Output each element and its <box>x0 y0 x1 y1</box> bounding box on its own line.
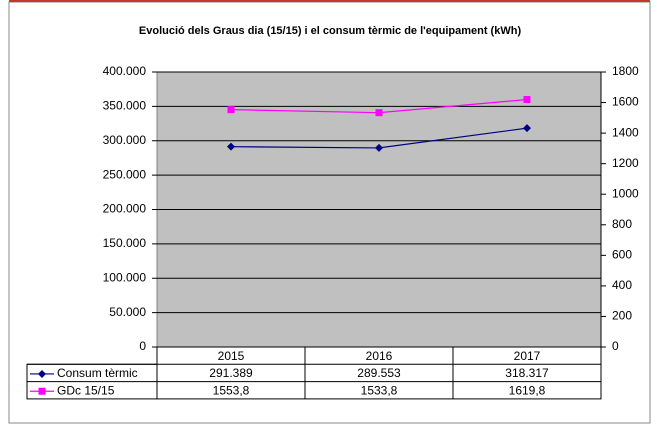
point <box>375 109 383 117</box>
y2-tick-label: 1600 <box>612 95 639 109</box>
legend-marker <box>38 369 46 378</box>
y-tick-label: 50.000 <box>109 305 146 319</box>
y2-tick-label: 1000 <box>612 186 639 200</box>
data-label: 1553,8 <box>213 383 250 397</box>
y2-tick-label: 600 <box>612 248 632 262</box>
legend-marker <box>38 387 46 395</box>
data-label: 318.317 <box>505 366 549 380</box>
y-tick-label: 400.000 <box>103 64 147 78</box>
y-tick-label: 350.000 <box>103 99 147 113</box>
point <box>523 124 531 133</box>
y2-tick-label: 0 <box>612 339 619 353</box>
point <box>375 143 383 152</box>
y2-tick-label: 400 <box>612 278 632 292</box>
y-tick-label: 150.000 <box>103 236 147 250</box>
y-tick-label: 0 <box>139 339 146 353</box>
y-tick-label: 250.000 <box>103 167 147 181</box>
legend-label: GDc 15/15 <box>57 383 115 397</box>
y-tick-label: 200.000 <box>103 202 147 216</box>
x-tick-label: 2017 <box>514 349 541 363</box>
y-tick-label: 100.000 <box>103 270 147 284</box>
y-tick-label: 300.000 <box>103 133 147 147</box>
point <box>227 142 235 151</box>
y2-tick-label: 200 <box>612 309 632 323</box>
x-tick-label: 2016 <box>366 349 393 363</box>
data-label: 291.389 <box>209 366 253 380</box>
data-label: 1533,8 <box>361 383 398 397</box>
point <box>227 106 235 114</box>
x-tick-label: 2015 <box>218 349 245 363</box>
point <box>523 96 531 104</box>
data-label: 1619,8 <box>509 383 546 397</box>
chart-title: Evolució dels Graus dia (15/15) i el con… <box>139 25 522 37</box>
data-label: 289.553 <box>357 366 401 380</box>
legend-label: Consum tèrmic <box>57 366 138 380</box>
y2-tick-label: 1400 <box>612 125 639 139</box>
y2-tick-label: 800 <box>612 217 632 231</box>
y2-tick-label: 1800 <box>612 64 639 78</box>
y2-tick-label: 1200 <box>612 156 639 170</box>
